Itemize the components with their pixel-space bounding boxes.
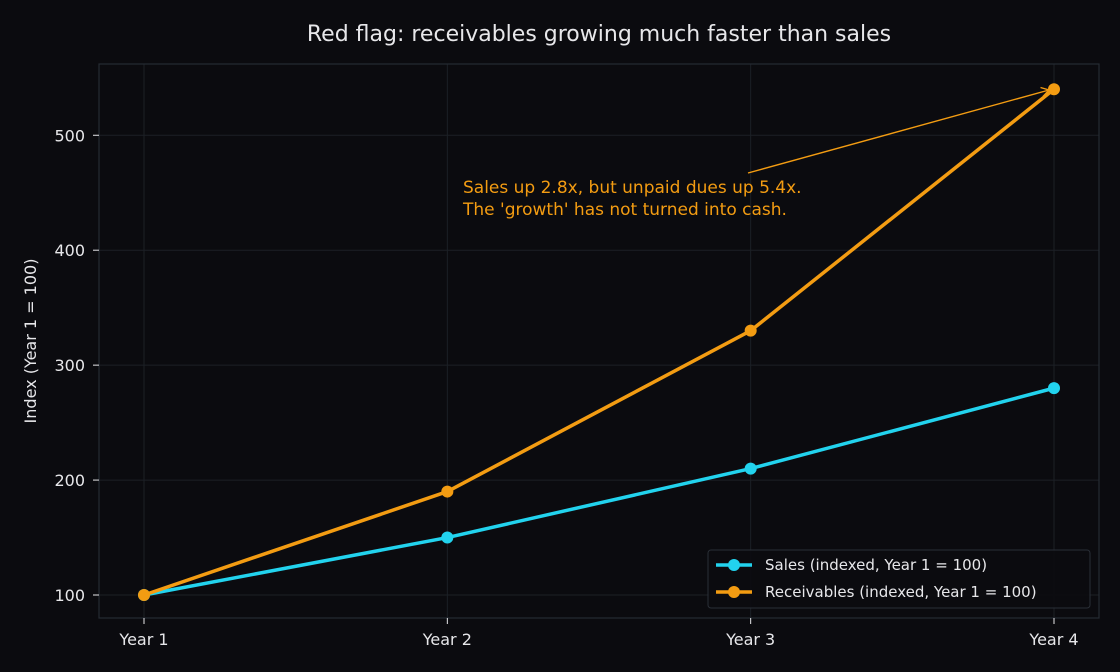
y-tick-label: 400 <box>54 241 85 260</box>
legend-label-receivables: Receivables (indexed, Year 1 = 100) <box>765 583 1037 601</box>
x-tick-label: Year 4 <box>1028 630 1078 649</box>
series-line-sales <box>142 386 1056 597</box>
x-tick-label: Year 2 <box>422 630 472 649</box>
legend-label-sales: Sales (indexed, Year 1 = 100) <box>765 556 987 574</box>
data-point-receivables <box>1048 83 1060 96</box>
data-point-receivables <box>138 589 150 602</box>
annotation-line-2: The 'growth' has not turned into cash. <box>462 200 787 220</box>
grid-lines <box>99 64 1099 618</box>
data-point-receivables <box>744 324 757 337</box>
x-axis-ticks: Year 1 Year 2 Year 3 Year 4 <box>118 618 1079 649</box>
annotation-arrow <box>747 89 1050 174</box>
plot-area <box>98 63 1100 619</box>
data-point-sales <box>441 531 454 544</box>
legend-marker-sales <box>728 559 740 571</box>
data-series <box>138 83 1060 602</box>
chart-title: Red flag: receivables growing much faste… <box>307 22 891 47</box>
legend-box <box>707 549 1091 609</box>
y-axis-ticks: 100 200 300 400 500 <box>54 126 99 605</box>
x-tick-label: Year 1 <box>118 630 168 649</box>
data-point-sales <box>1048 382 1060 395</box>
legend-marker-receivables <box>728 586 740 598</box>
y-axis-title: Index (Year 1 = 100) <box>21 259 40 424</box>
y-tick-label: 300 <box>54 356 85 375</box>
annotation-arrow-head <box>1040 86 1051 97</box>
series-line-receivables <box>142 87 1056 597</box>
y-tick-label: 200 <box>54 471 85 490</box>
annotation-line-1: Sales up 2.8x, but unpaid dues up 5.4x. <box>463 178 802 198</box>
data-point-receivables <box>441 485 454 498</box>
data-point-sales <box>744 462 757 475</box>
y-tick-label: 500 <box>54 126 85 145</box>
y-tick-label: 100 <box>54 586 85 605</box>
legend: Sales (indexed, Year 1 = 100) Receivable… <box>707 549 1091 609</box>
x-tick-label: Year 3 <box>725 630 775 649</box>
annotation: Sales up 2.8x, but unpaid dues up 5.4x. … <box>462 86 1051 220</box>
